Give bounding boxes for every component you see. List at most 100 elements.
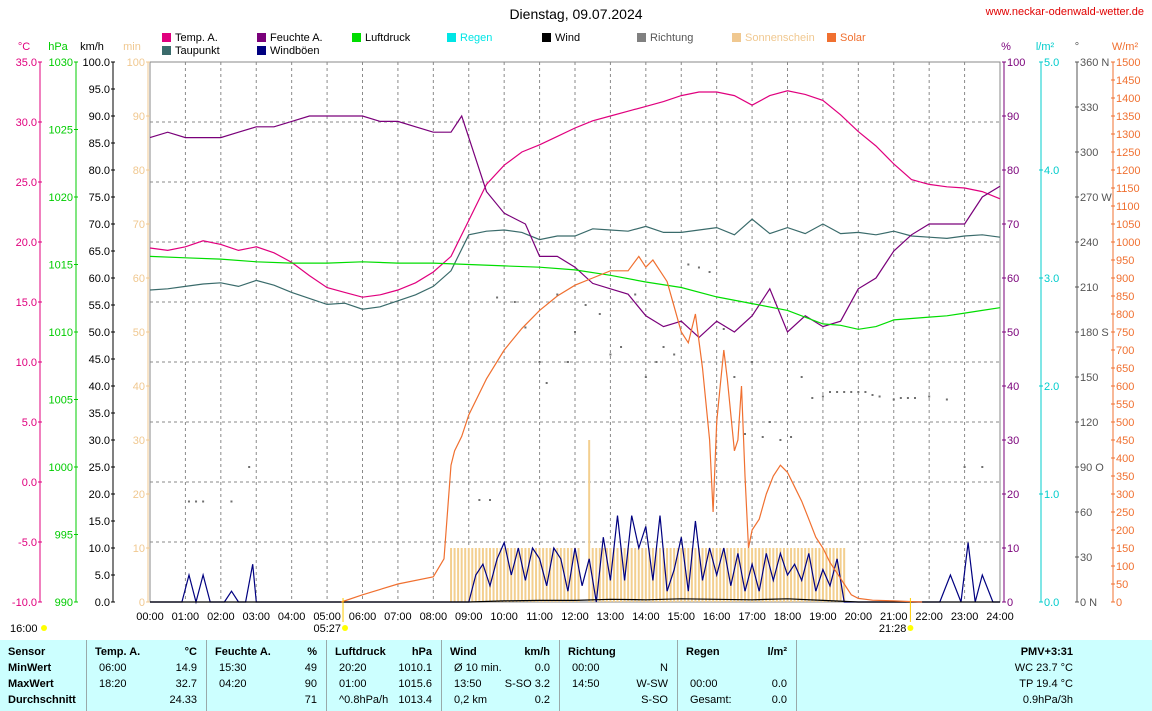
series-solar [341, 255, 923, 603]
sunset-label: 21:28 [879, 623, 907, 635]
rain-tick: 1.0 [1044, 489, 1059, 501]
sun-tick: 50 [133, 327, 145, 339]
pressure-tick: 1005 [49, 395, 73, 407]
humidity-tick: 30 [1007, 435, 1019, 447]
direction-point [634, 293, 637, 296]
direction-point [574, 331, 576, 333]
legend-swatch [162, 46, 171, 55]
axis-unit: l/m² [1036, 41, 1055, 53]
direction-point [914, 397, 916, 399]
solar-tick: 1450 [1116, 75, 1140, 87]
legend-swatch [732, 33, 741, 42]
x-tick: 09:00 [455, 611, 483, 623]
direction-point [733, 376, 736, 378]
legend-item: Wind [542, 32, 580, 44]
wind-tick: 85.0 [89, 138, 110, 150]
value-cell: 71 [304, 694, 317, 706]
column-title: PMV+3:31 [1020, 646, 1073, 658]
row-label: Sensor [8, 646, 46, 658]
column-unit: °C [184, 646, 197, 658]
sunshine-bars [450, 440, 846, 602]
axis-unit: km/h [80, 41, 104, 53]
legend-label: Temp. A. [175, 32, 218, 44]
row-label: MinWert [8, 662, 52, 674]
direction-point [829, 391, 831, 393]
direction-point [598, 313, 601, 315]
humidity-tick: 40 [1007, 381, 1019, 393]
rain-tick: 5.0 [1044, 57, 1059, 69]
time-cell: Gesamt: [690, 694, 732, 706]
rain-tick: 3.0 [1044, 273, 1059, 285]
series-layer [149, 90, 1001, 605]
value-cell: 32.7 [175, 678, 197, 690]
solar-tick: 100 [1116, 561, 1134, 573]
solar-tick: 250 [1116, 507, 1134, 519]
temp-tick: 5.0 [22, 417, 37, 429]
x-tick: 03:00 [242, 611, 270, 623]
x-tick: 19:00 [809, 611, 837, 623]
direction-point [202, 500, 205, 503]
solar-tick: 850 [1116, 291, 1134, 303]
chart-title: Dienstag, 09.07.2024 [509, 6, 643, 22]
humidity-tick: 20 [1007, 489, 1019, 501]
legend-swatch [352, 33, 361, 42]
column-title: Wind [450, 646, 477, 658]
x-tick: 18:00 [774, 611, 802, 623]
x-tick: 08:00 [420, 611, 448, 623]
stats-table: Sensor MinWert MaxWert Durchschnitt Temp. A.… [0, 640, 1152, 711]
solar-tick: 1150 [1116, 183, 1140, 195]
time-cell: Ø 10 min. [454, 662, 502, 674]
series-taupunkt [149, 218, 1001, 310]
wind-tick: 55.0 [89, 300, 110, 312]
time-cell: 06:00 [99, 662, 127, 674]
legend-label: Sonnenschein [745, 32, 815, 44]
legend-label: Luftdruck [365, 32, 411, 44]
wind-tick: 70.0 [89, 219, 110, 231]
x-tick: 20:00 [845, 611, 873, 623]
direction-point [811, 397, 814, 399]
x-tick: 14:00 [632, 611, 660, 623]
column-title: Richtung [568, 646, 616, 658]
time-cell: 14:50 [572, 678, 600, 690]
value: TP 19.4 °C [1019, 678, 1073, 690]
wind-tick: 40.0 [89, 381, 110, 393]
direction-point [722, 328, 725, 330]
column-title: Temp. A. [95, 646, 141, 658]
wind-tick: 5.0 [95, 570, 110, 582]
wind-tick: 10.0 [89, 543, 110, 555]
direction-point [871, 394, 874, 396]
series-luftdruck [149, 255, 1001, 330]
series-wind [150, 598, 1000, 603]
direction-point [538, 361, 541, 363]
solar-tick: 0 [1116, 597, 1122, 609]
pressure-tick: 1010 [49, 327, 73, 339]
column-unit: hPa [411, 646, 432, 658]
pressure-tick: 1030 [49, 57, 73, 69]
axis-unit: min [123, 41, 141, 53]
sun-tick: 10 [133, 543, 145, 555]
value-cell: 24.33 [169, 694, 197, 706]
sun-tick: 60 [133, 273, 145, 285]
direction-point [708, 271, 711, 273]
wind-tick: 75.0 [89, 192, 110, 204]
x-tick: 04:00 [278, 611, 306, 623]
direction-point [800, 376, 803, 378]
axis-unit: % [1001, 41, 1011, 53]
solar-tick: 350 [1116, 471, 1134, 483]
solar-tick: 550 [1116, 399, 1134, 411]
solar-tick: 650 [1116, 363, 1134, 375]
x-tick: 11:00 [526, 611, 553, 623]
wind-tick: 65.0 [89, 246, 110, 258]
solar-tick: 1350 [1116, 111, 1140, 123]
pressure-tick: 1015 [49, 260, 73, 272]
value-cell: 0.0 [534, 662, 550, 674]
pressure-tick: 995 [55, 530, 73, 542]
pressure-tick: 1000 [49, 462, 73, 474]
direction-point [963, 466, 966, 468]
column-title: Regen [686, 646, 720, 658]
direction-tick: 30 [1080, 552, 1092, 564]
solar-tick: 600 [1116, 381, 1134, 393]
solar-tick: 450 [1116, 435, 1134, 447]
site-link[interactable]: www.neckar-odenwald-wetter.de [985, 6, 1144, 18]
axis-unit: W/m² [1112, 41, 1139, 53]
